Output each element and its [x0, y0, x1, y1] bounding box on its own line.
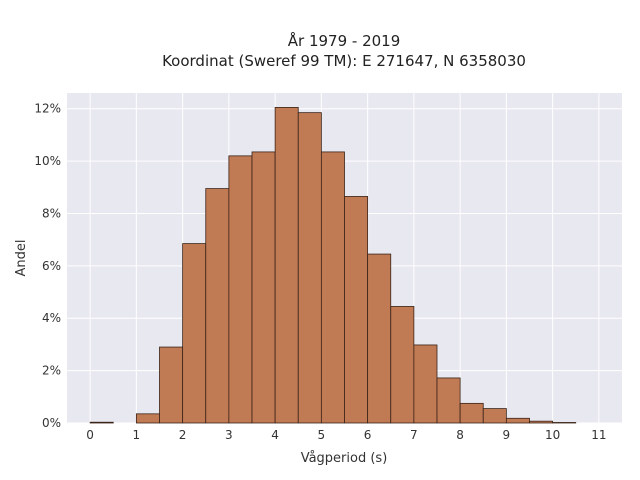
histogram-bar — [228, 155, 253, 424]
y-tick-label: 10% — [34, 154, 61, 168]
histogram-bar — [182, 243, 207, 424]
y-tick-label: 12% — [34, 102, 61, 116]
histogram-bar — [552, 422, 577, 424]
y-tick-label: 4% — [42, 311, 61, 325]
x-tick-label: 9 — [503, 428, 511, 442]
x-tick-labels: 0 1 2 3 4 5 6 7 8 9 10 11 — [86, 428, 606, 442]
histogram-bar — [320, 151, 345, 424]
histogram-bar — [482, 408, 507, 424]
histogram-bar — [251, 151, 276, 424]
histogram-bar — [344, 196, 369, 424]
x-tick-label: 4 — [271, 428, 279, 442]
y-tick-label: 2% — [42, 364, 61, 378]
histogram-bar — [367, 253, 392, 424]
histogram-bar — [413, 344, 438, 424]
x-tick-label: 3 — [225, 428, 233, 442]
bars-layer — [89, 107, 577, 424]
histogram-bar — [529, 420, 554, 424]
y-tick-label: 8% — [42, 206, 61, 220]
x-tick-label: 1 — [133, 428, 141, 442]
x-tick-label: 11 — [591, 428, 606, 442]
histogram-bar — [436, 377, 461, 424]
histogram-bar — [89, 421, 114, 424]
histogram-bar — [459, 402, 484, 424]
x-tick-label: 8 — [456, 428, 464, 442]
y-axis-label: Andel — [14, 240, 29, 277]
x-tick-label: 6 — [364, 428, 372, 442]
histogram-bar — [390, 306, 415, 424]
histogram-bar — [135, 413, 160, 424]
x-tick-label: 0 — [86, 428, 94, 442]
y-tick-labels: 0% 2% 4% 6% 8% 10% 12% — [34, 102, 61, 430]
x-tick-label: 2 — [179, 428, 187, 442]
y-tick-label: 0% — [42, 416, 61, 430]
histogram-bar — [159, 346, 184, 424]
x-tick-label: 5 — [318, 428, 326, 442]
histogram-bar — [297, 112, 322, 424]
histogram-bar — [274, 107, 299, 424]
y-tick-label: 6% — [42, 259, 61, 273]
histogram-bar — [505, 417, 530, 424]
x-tick-label: 10 — [545, 428, 560, 442]
x-axis-label: Vågperiod (s) — [301, 451, 388, 466]
x-tick-label: 7 — [410, 428, 418, 442]
chart-title-line1: År 1979 - 2019 — [288, 31, 401, 50]
histogram-bar — [205, 188, 230, 424]
chart-title-line2: Koordinat (Sweref 99 TM): E 271647, N 63… — [162, 52, 526, 70]
